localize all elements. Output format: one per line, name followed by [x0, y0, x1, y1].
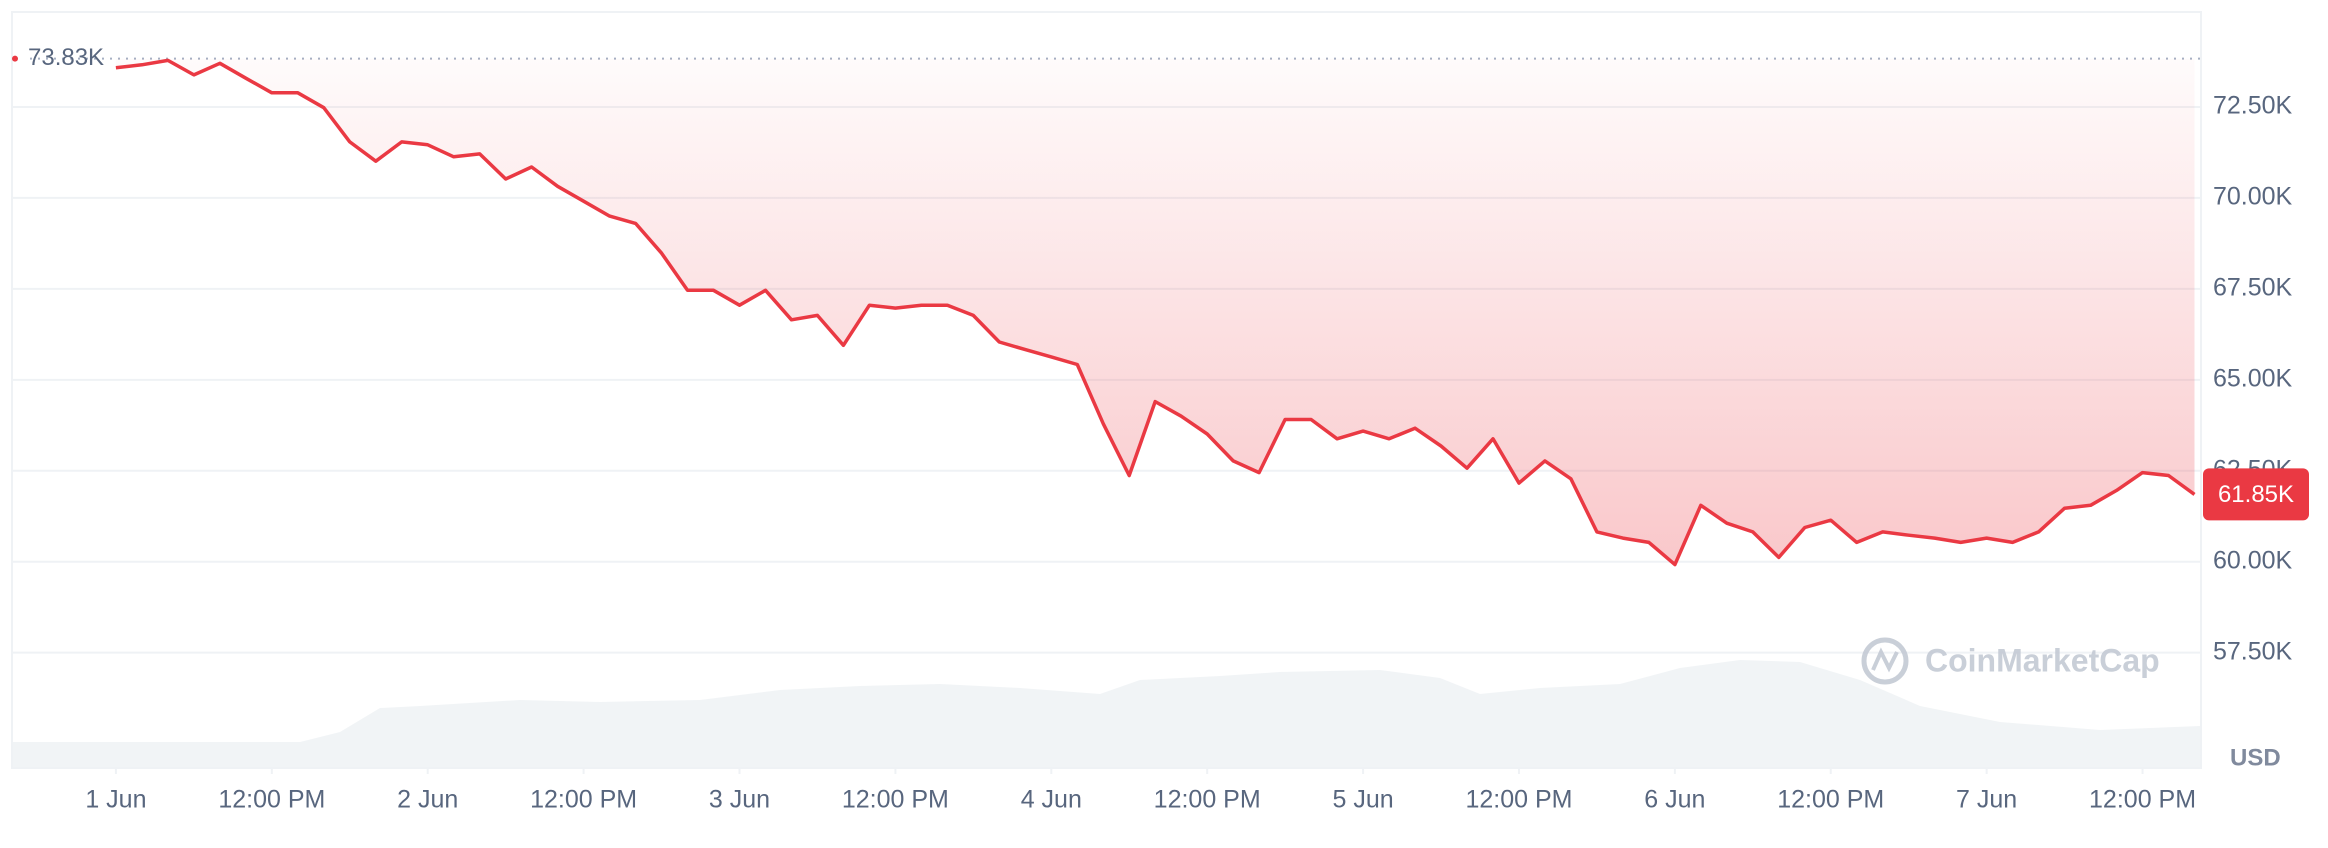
price-area [115, 58, 2195, 565]
x-tick-label: 12:00 PM [1465, 786, 1572, 814]
x-tick-label: 12:00 PM [530, 786, 637, 814]
y-tick-label: 60.00K [2213, 546, 2293, 574]
watermark: CoinMarketCap [1861, 637, 2160, 685]
last-price-badge [2203, 468, 2309, 521]
watermark-text: CoinMarketCap [1925, 642, 2160, 678]
watermark-logo [1861, 637, 1909, 685]
x-tick-label: 2 Jun [397, 786, 458, 814]
x-tick-label: 12:00 PM [1777, 786, 1884, 814]
x-tick-label: 12:00 PM [1154, 786, 1261, 814]
y-tick-label: 57.50K [2213, 637, 2293, 665]
y-tick-label: 67.50K [2213, 273, 2293, 301]
currency-label: USD [2230, 744, 2281, 771]
x-tick-label: 1 Jun [85, 786, 146, 814]
x-tick-label: 7 Jun [1956, 786, 2017, 814]
x-tick-label: 12:00 PM [218, 786, 325, 814]
x-tick-label: 6 Jun [1644, 786, 1705, 814]
volume-area [12, 660, 2201, 768]
x-tick-label: 12:00 PM [2089, 786, 2196, 814]
last-price-label: 61.85K [2218, 481, 2294, 508]
x-tick-label: 3 Jun [709, 786, 770, 814]
high-label: 73.83K [28, 44, 104, 71]
high-marker [12, 55, 18, 62]
price-line [115, 58, 2196, 567]
y-tick-label: 70.00K [2213, 183, 2293, 211]
x-tick-label: 5 Jun [1332, 786, 1393, 814]
y-tick-label: 65.00K [2213, 364, 2293, 392]
watermark-logo-mark [1871, 647, 1899, 673]
x-tick-label: 4 Jun [1021, 786, 1082, 814]
marks [115, 58, 2196, 567]
x-tick-label: 12:00 PM [842, 786, 949, 814]
y-tick-label: 72.50K [2213, 92, 2293, 120]
